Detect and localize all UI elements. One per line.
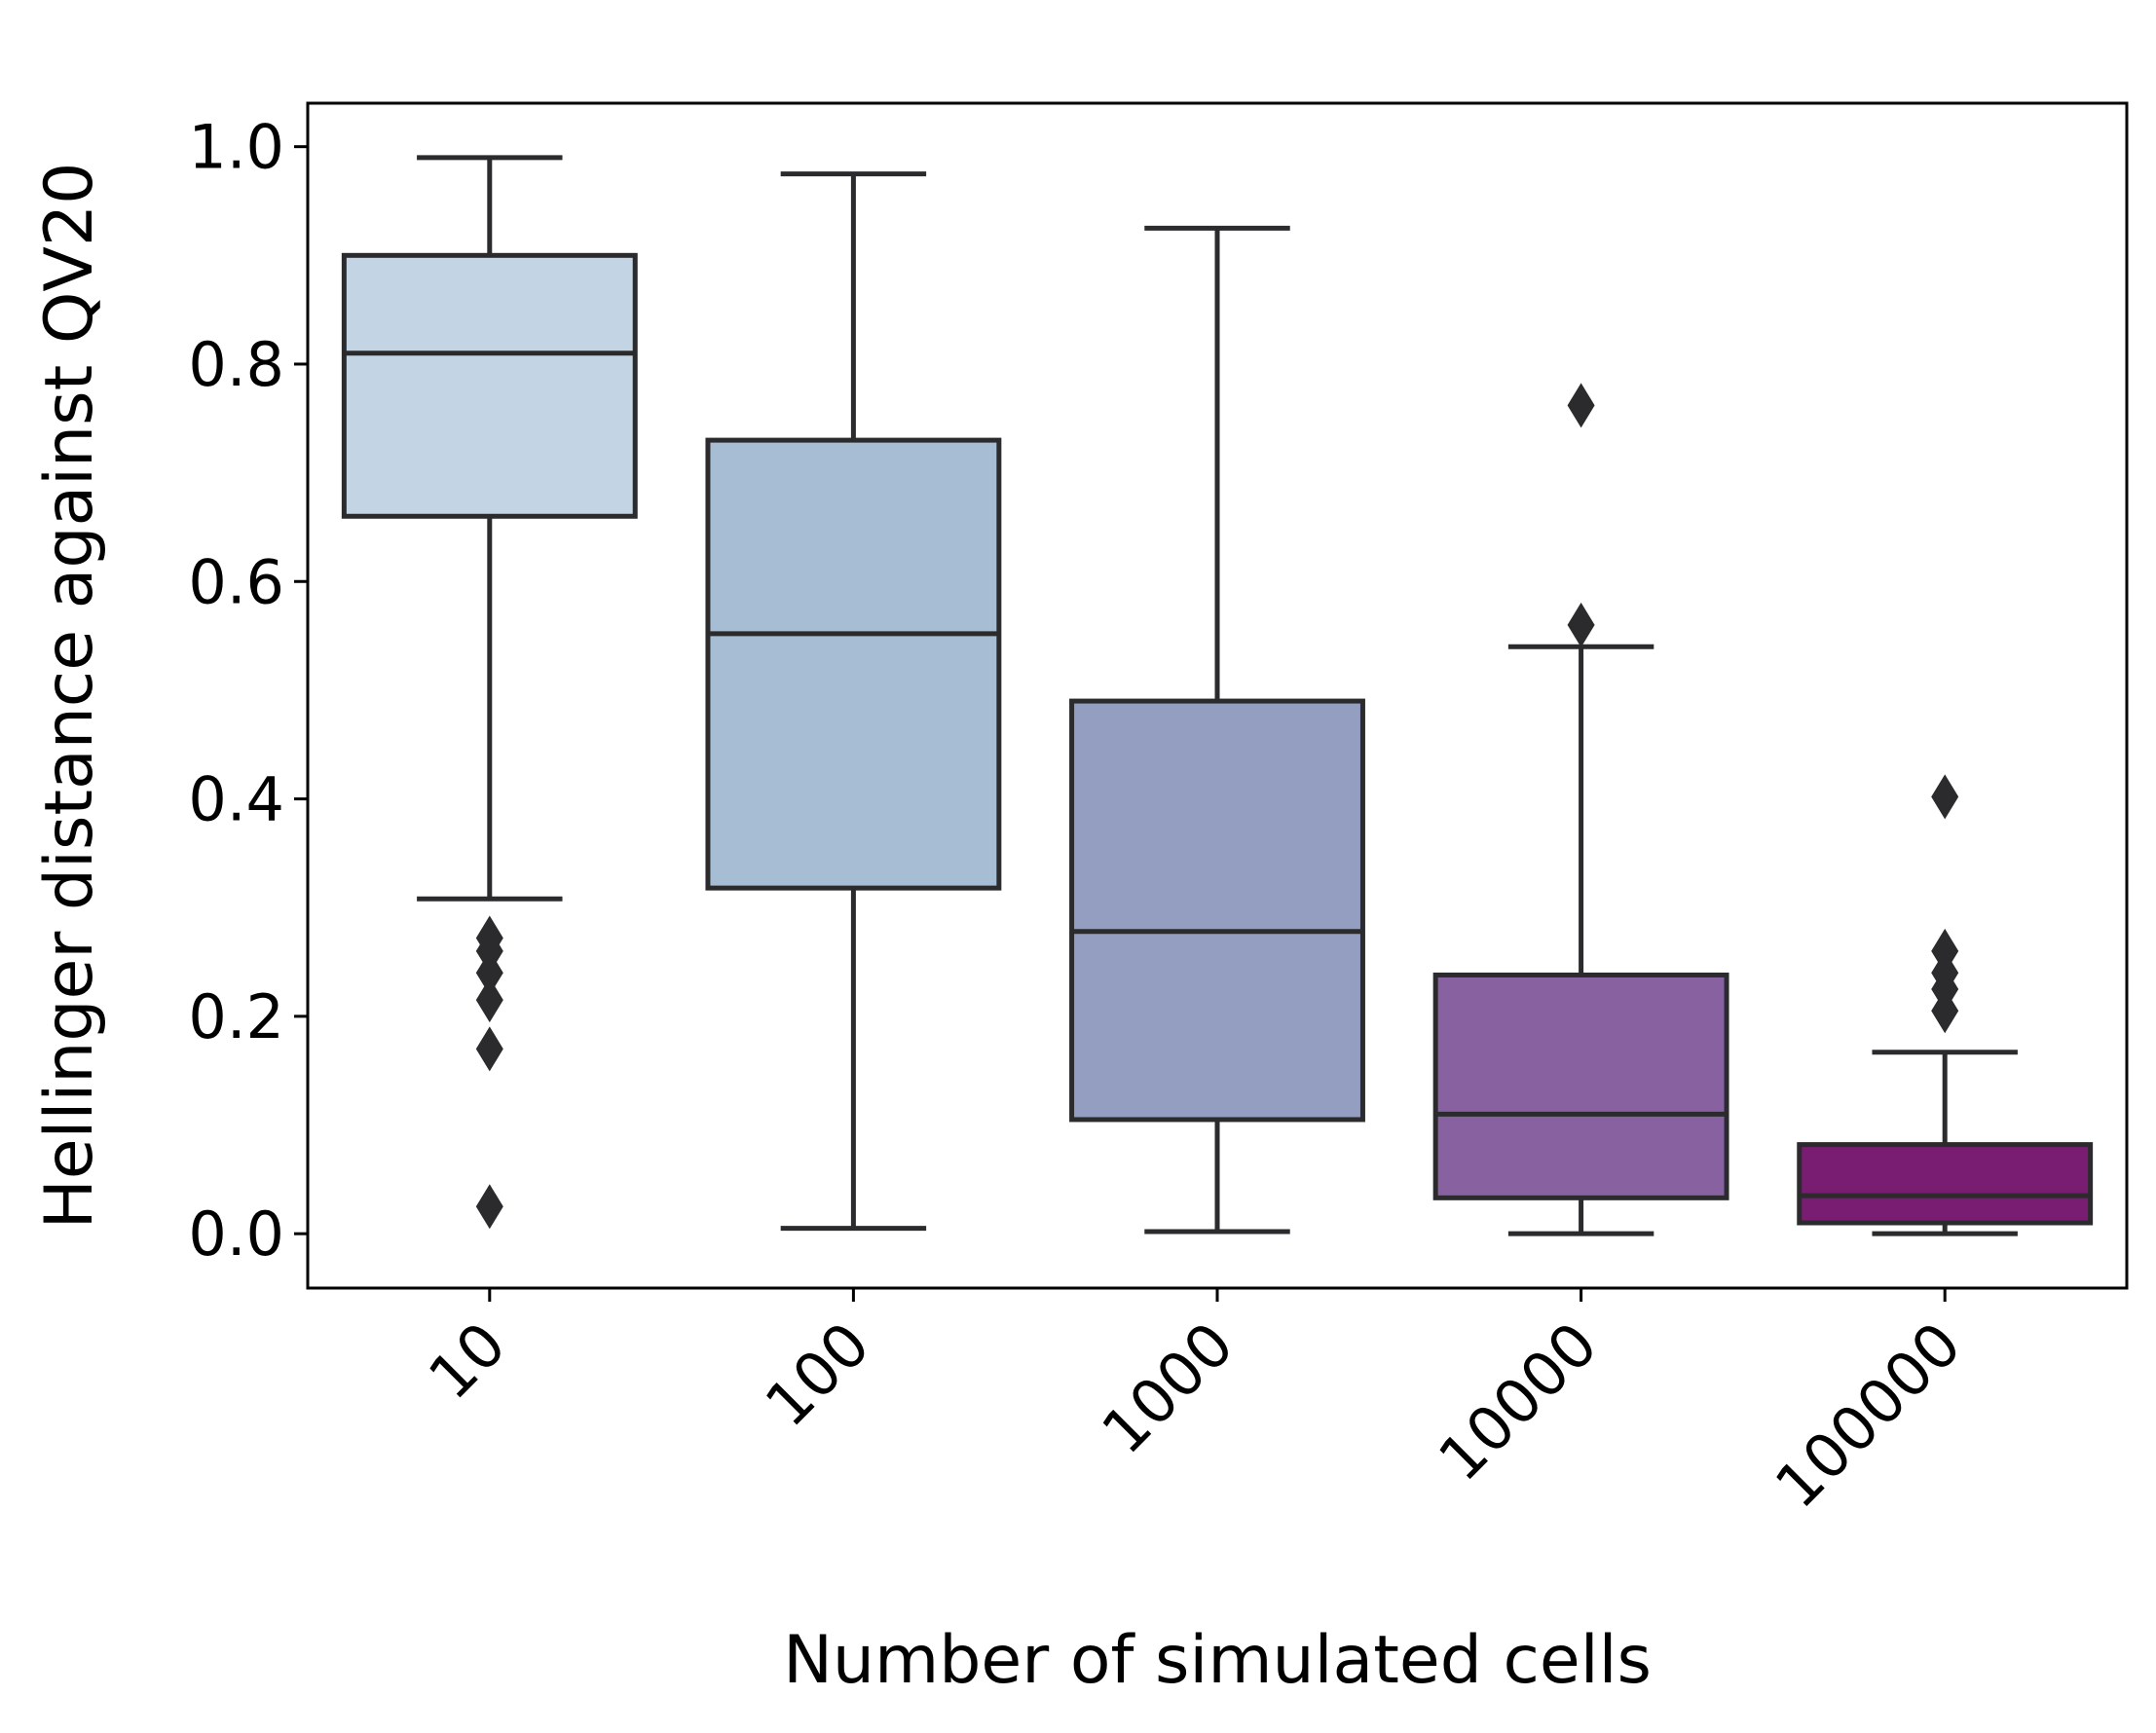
box-iqr	[1797, 1142, 2094, 1226]
box-group-1000	[1069, 225, 1365, 1235]
x-tick-label-2: 1000	[1088, 1309, 1246, 1467]
y-axis-label: Hellinger distance against QV20	[31, 163, 108, 1230]
x-tick-label-4: 100000	[1762, 1309, 1975, 1522]
outlier-5	[475, 1184, 503, 1230]
y-tick-label-4: 0.8	[188, 329, 284, 400]
x-tick-label-1: 100	[752, 1309, 883, 1440]
outlier-4	[475, 1026, 503, 1072]
box-group-100000	[1797, 774, 2094, 1236]
outlier-2	[475, 950, 503, 996]
box-iqr	[1432, 972, 1729, 1200]
y-tick-label-0: 0.0	[188, 1198, 284, 1270]
outlier-0	[1567, 383, 1595, 428]
y-axis: 0.0 0.2 0.4 0.6 0.8 1.0	[188, 112, 308, 1270]
y-tick-label-3: 0.6	[188, 546, 284, 617]
box-group-100	[705, 171, 1002, 1232]
x-tick-label-3: 10000	[1425, 1309, 1611, 1494]
box-group-10000	[1432, 383, 1729, 1236]
box-iqr	[1069, 698, 1365, 1123]
outlier-1	[1567, 602, 1595, 647]
y-tick-label-5: 1.0	[188, 112, 284, 183]
outlier-3	[475, 977, 503, 1023]
outlier-4	[1931, 988, 1959, 1034]
box-group-10	[341, 155, 638, 1230]
outlier-0	[1931, 774, 1959, 820]
x-tick-label-0: 10	[415, 1309, 519, 1413]
boxes-layer	[341, 155, 2094, 1236]
x-axis-label: Number of simulated cells	[783, 1622, 1652, 1699]
box-iqr	[705, 437, 1002, 891]
y-tick-label-1: 0.2	[188, 981, 284, 1052]
x-axis: 10 100 1000 10000 100000	[415, 1288, 1975, 1522]
box-iqr	[341, 252, 638, 519]
y-tick-label-2: 0.4	[188, 764, 284, 835]
